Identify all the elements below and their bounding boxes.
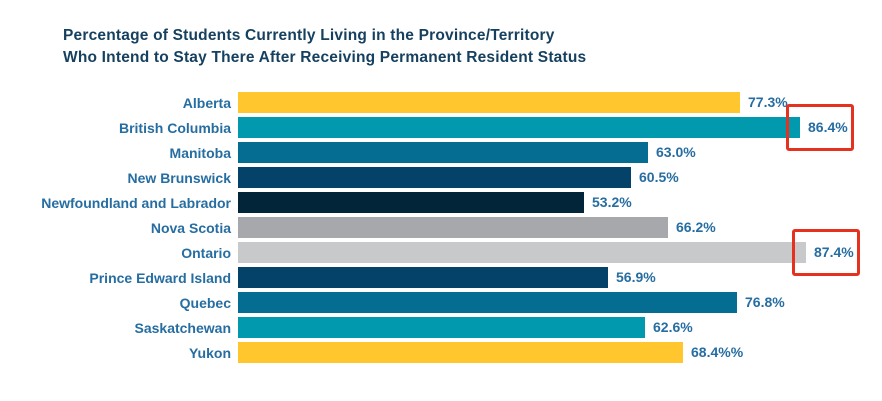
bar-area: 68.4%% [238, 342, 882, 363]
bar-area: 66.2% [238, 217, 882, 238]
category-label: Nova Scotia [150, 219, 231, 236]
category-label: Prince Edward Island [89, 269, 231, 286]
category-label: Newfoundland and Labrador [41, 194, 231, 211]
chart-row-quebec: Quebec 76.8% [0, 290, 882, 315]
value-label: 68.4%% [691, 344, 744, 360]
bar-area: 86.4% [238, 104, 882, 151]
chart-row-ontario: Ontario 87.4% [0, 229, 882, 276]
category-label: Manitoba [169, 144, 231, 161]
bar-newfoundland-and-labrador [238, 192, 584, 213]
bar-area: 60.5% [238, 167, 882, 188]
category-label: Ontario [181, 244, 231, 261]
highlight-box [792, 229, 860, 276]
value-label: 53.2% [592, 194, 632, 210]
category-label: Alberta [182, 94, 231, 111]
chart-row-saskatchewan: Saskatchewan 62.6% [0, 315, 882, 340]
bar-area: 63.0% [238, 142, 882, 163]
value-label: 62.6% [653, 319, 693, 335]
chart-title: Percentage of Students Currently Living … [63, 25, 586, 69]
bar-area: 76.8% [238, 292, 882, 313]
chart-row-british-columbia: British Columbia 86.4% [0, 104, 882, 151]
bar-area: 77.3% [238, 92, 882, 113]
bar-area: 53.2% [238, 192, 882, 213]
value-label: 76.8% [745, 294, 785, 310]
bar-area: 62.6% [238, 317, 882, 338]
bar-chart: Alberta 77.3% British Columbia 86.4% Manitob… [0, 90, 882, 365]
bar-area: 56.9% [238, 267, 882, 288]
bar-british-columbia [238, 117, 800, 138]
chart-title-line2: Who Intend to Stay There After Receiving… [63, 49, 587, 66]
category-label: Quebec [179, 294, 231, 311]
bar-quebec [238, 292, 737, 313]
chart-row-yukon: Yukon 68.4%% [0, 340, 882, 365]
chart-row-alberta: Alberta 77.3% [0, 90, 882, 115]
value-label: 60.5% [639, 169, 679, 185]
chart-title-line1: Percentage of Students Currently Living … [63, 27, 555, 44]
value-label: 56.9% [616, 269, 656, 285]
bar-new-brunswick [238, 167, 631, 188]
value-label: 66.2% [676, 219, 716, 235]
bar-saskatchewan [238, 317, 645, 338]
chart-row-manitoba: Manitoba 63.0% [0, 140, 882, 165]
category-label: Saskatchewan [134, 319, 232, 336]
category-label: Yukon [188, 344, 231, 361]
chart-row-prince-edward-island: Prince Edward Island 56.9% [0, 265, 882, 290]
chart-row-nova-scotia: Nova Scotia 66.2% [0, 215, 882, 240]
bar-alberta [238, 92, 740, 113]
category-label: British Columbia [118, 119, 231, 136]
bar-manitoba [238, 142, 648, 163]
bar-nova-scotia [238, 217, 668, 238]
bar-yukon [238, 342, 683, 363]
bar-area: 87.4% [238, 229, 882, 276]
value-label: 87.4% [814, 244, 854, 260]
chart-row-newfoundland-and-labrador: Newfoundland and Labrador 53.2% [0, 190, 882, 215]
bar-ontario [238, 242, 806, 263]
chart-row-new-brunswick: New Brunswick 60.5% [0, 165, 882, 190]
highlight-box [786, 104, 854, 151]
bar-prince-edward-island [238, 267, 608, 288]
category-label: New Brunswick [127, 169, 231, 186]
value-label: 77.3% [748, 94, 788, 110]
value-label: 63.0% [656, 144, 696, 160]
value-label: 86.4% [808, 119, 848, 135]
